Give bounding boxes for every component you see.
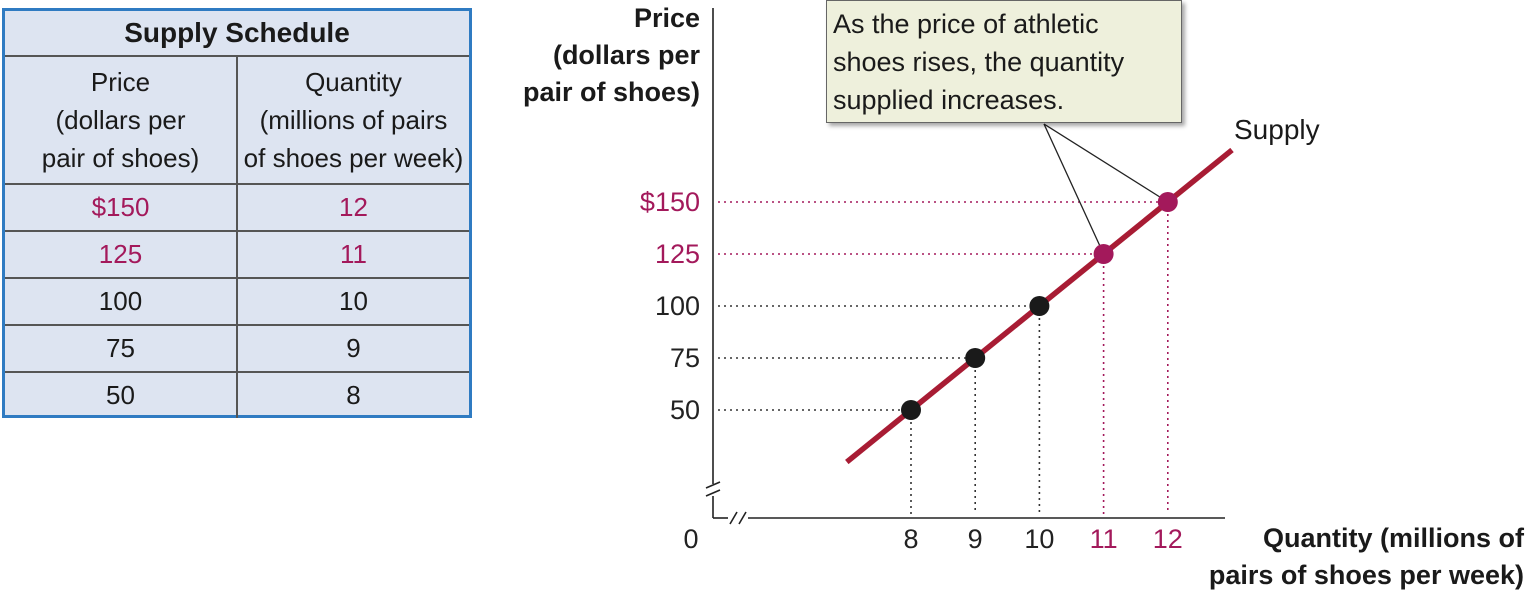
table-title: Supply Schedule [5, 11, 469, 57]
annotation-line: supplied increases. [833, 85, 1065, 115]
quantity-header-line: of shoes per week) [243, 143, 464, 173]
quantity-cell: 12 [236, 183, 469, 232]
price-cell: 100 [5, 277, 238, 326]
table-row: 100 10 [5, 277, 469, 326]
price-cell: $150 [5, 183, 238, 232]
x-tick-label: 9 [968, 524, 983, 554]
quantity-cell: 9 [236, 324, 469, 373]
price-header-line: pair of shoes) [41, 143, 200, 173]
quantity-header-line: (millions of pairs [259, 105, 448, 135]
callout-pointer [1043, 123, 1105, 255]
x-axis-title: Quantity (millions of pairs of shoes per… [1100, 520, 1524, 594]
origin-label: 0 [683, 524, 698, 554]
x-tick-label: 12 [1153, 524, 1183, 554]
quantity-header-line: Quantity [305, 67, 402, 97]
price-cell: 75 [5, 324, 238, 373]
x-axis-title-line: Quantity (millions of [1263, 523, 1524, 553]
x-tick-label: 8 [903, 524, 918, 554]
supply-schedule-table: Supply Schedule Price (dollars per pair … [2, 8, 472, 418]
quantity-column-header: Quantity (millions of pairs of shoes per… [236, 55, 469, 185]
y-axis-title-line: Price [633, 3, 700, 33]
y-axis-title-line: (dollars per [552, 40, 700, 70]
y-tick-label: 100 [655, 291, 700, 321]
price-header-line: Price [90, 67, 151, 97]
table-row: $150 12 [5, 183, 469, 232]
quantity-cell: 8 [236, 371, 469, 418]
x-axis-break [729, 511, 747, 525]
supply-curve-label: Supply [1234, 114, 1320, 145]
quantity-cell: 10 [236, 277, 469, 326]
supply-data-point [965, 348, 986, 368]
supply-data-point [1029, 296, 1050, 316]
price-column-header: Price (dollars per pair of shoes) [5, 55, 238, 185]
table-row: 125 11 [5, 230, 469, 279]
y-tick-label: 75 [670, 343, 700, 373]
price-cell: 125 [5, 230, 238, 279]
y-axis-break [705, 481, 721, 497]
quantity-cell: 11 [236, 230, 469, 279]
y-axis-title: Price (dollars per pair of shoes) [480, 0, 700, 111]
y-tick-label: 125 [655, 239, 700, 269]
x-axis-title-line: pairs of shoes per week) [1208, 560, 1524, 590]
table-row: 50 8 [5, 371, 469, 418]
x-tick-label: 10 [1024, 524, 1054, 554]
price-header-line: (dollars per [55, 105, 186, 135]
supply-data-point [1093, 244, 1114, 264]
y-tick-label: $150 [640, 187, 700, 217]
annotation-callout: As the price of athletic shoes rises, th… [826, 0, 1182, 123]
callout-pointer [1043, 123, 1169, 203]
annotation-line: As the price of athletic [833, 9, 1099, 39]
supply-data-point [1157, 192, 1178, 212]
table-row: 75 9 [5, 324, 469, 373]
y-axis-title-line: pair of shoes) [522, 77, 700, 107]
price-cell: 50 [5, 371, 238, 418]
y-tick-label: 50 [670, 395, 700, 425]
annotation-line: shoes rises, the quantity [833, 47, 1125, 77]
supply-data-point [901, 400, 921, 420]
x-tick-label: 11 [1090, 524, 1118, 554]
